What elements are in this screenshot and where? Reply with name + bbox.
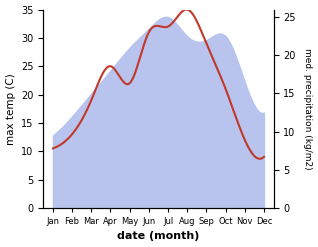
Y-axis label: max temp (C): max temp (C) (5, 73, 16, 144)
Y-axis label: med. precipitation (kg/m2): med. precipitation (kg/m2) (303, 48, 313, 169)
X-axis label: date (month): date (month) (117, 231, 200, 242)
